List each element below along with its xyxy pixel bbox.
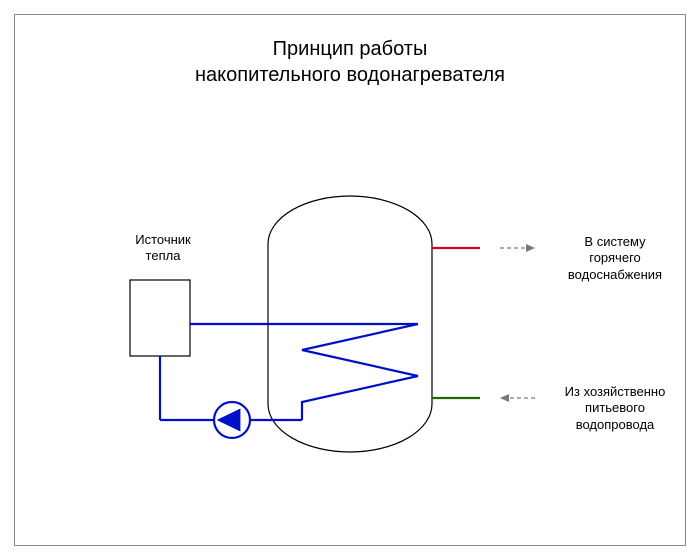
pump-impeller-icon bbox=[217, 409, 241, 432]
heat-source-box bbox=[130, 280, 190, 356]
heating-coil bbox=[302, 324, 418, 420]
flow-arrow-head-icon bbox=[526, 244, 535, 252]
flow-arrow-head-icon bbox=[500, 394, 509, 402]
heater-diagram bbox=[0, 0, 700, 560]
